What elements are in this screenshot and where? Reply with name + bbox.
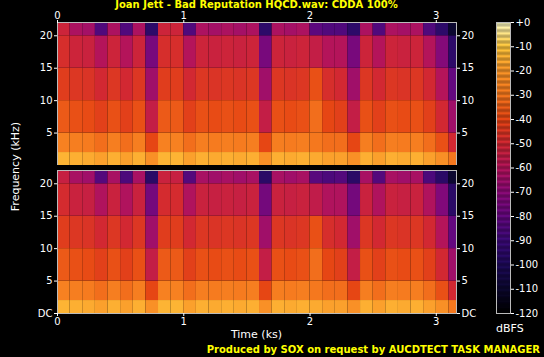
svg-text:-120: -120 [516,308,539,319]
html-text:Time (ks): Time (ks) [230,328,282,341]
svg-text:5: 5 [46,127,52,138]
html-text:dBFS: dBFS [496,322,524,335]
svg-text:10: 10 [40,95,53,106]
svg-text:-20: -20 [516,65,532,76]
svg-text:+0: +0 [516,17,531,28]
svg-text:-110: -110 [516,283,539,294]
svg-text:5: 5 [462,275,468,286]
svg-text:15: 15 [40,210,53,221]
svg-text:-90: -90 [516,235,532,246]
svg-text:DC: DC [38,308,53,319]
svg-text:2: 2 [307,316,313,327]
svg-text:3: 3 [433,316,439,327]
svg-text:15: 15 [462,210,475,221]
svg-text:20: 20 [40,178,53,189]
svg-text:DC: DC [462,308,477,319]
svg-text:-70: -70 [516,186,532,197]
html-text:Joan Jett - Bad Reputation HQC: Joan Jett - Bad Reputation HQCD.wav: CDD… [115,0,398,10]
svg-text:1: 1 [181,10,187,21]
svg-text:-80: -80 [516,211,532,222]
svg-text:10: 10 [40,243,53,254]
svg-text:20: 20 [462,178,475,189]
svg-text:-50: -50 [516,138,532,149]
svg-text:-30: -30 [516,89,532,100]
svg-text:0: 0 [54,316,60,327]
svg-text:2: 2 [307,10,313,21]
svg-text:10: 10 [462,243,475,254]
svg-text:-100: -100 [516,259,539,270]
svg-text:15: 15 [462,62,475,73]
svg-text:5: 5 [46,275,52,286]
svg-text:5: 5 [462,127,468,138]
svg-text:1: 1 [181,316,187,327]
svg-text:-10: -10 [516,41,532,52]
svg-text:10: 10 [462,95,475,106]
svg-text:0: 0 [54,10,60,21]
svg-text:-40: -40 [516,114,532,125]
html-text:Frequency (kHz): Frequency (kHz) [8,121,22,212]
svg-text:15: 15 [40,62,53,73]
html-text:Produced by SOX on request by: Produced by SOX on request by AUCDTECT T… [206,344,540,355]
svg-text:20: 20 [40,30,53,41]
svg-text:20: 20 [462,30,475,41]
svg-text:3: 3 [433,10,439,21]
svg-text:-60: -60 [516,162,532,173]
